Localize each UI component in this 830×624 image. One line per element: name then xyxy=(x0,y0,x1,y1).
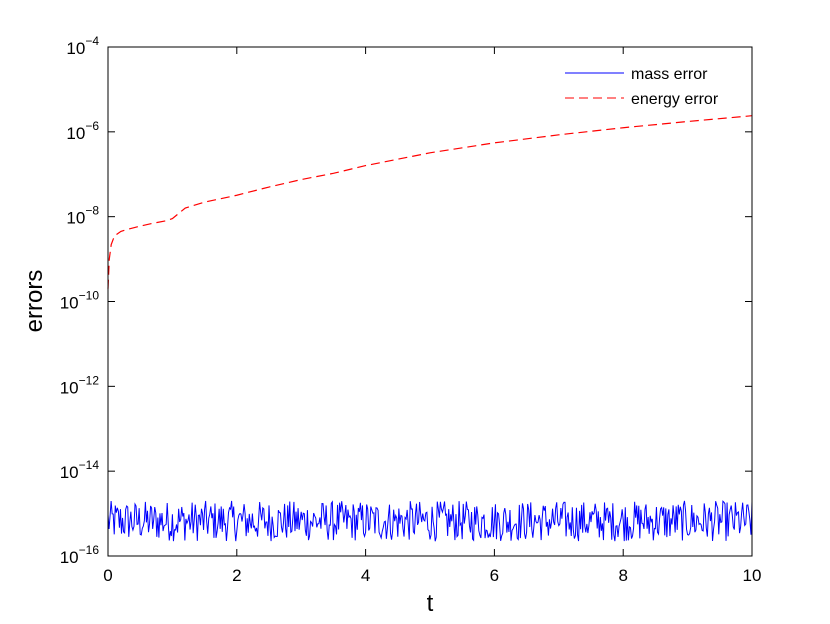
y-tick-label: 10−8 xyxy=(66,204,99,228)
x-tick-label: 10 xyxy=(743,566,762,585)
x-tick-label: 0 xyxy=(103,566,112,585)
y-tick-label: 10−16 xyxy=(60,543,100,567)
x-tick-label: 8 xyxy=(618,566,627,585)
series-line-energy-error xyxy=(107,115,753,289)
y-tick-label: 10−4 xyxy=(66,34,99,58)
legend-label-energy-error: energy error xyxy=(631,91,719,108)
x-axis-title: t xyxy=(427,590,434,617)
series-layer xyxy=(107,115,753,542)
legend-label-mass-error: mass error xyxy=(631,66,708,83)
y-tick-label: 10−12 xyxy=(60,373,100,397)
x-tick-label: 6 xyxy=(490,566,499,585)
y-tick-label: 10−14 xyxy=(60,458,100,482)
x-tick-label: 2 xyxy=(232,566,241,585)
y-axis-title: errors xyxy=(21,270,48,333)
ticks-layer: 0 2 4 6 8 10 10−16 10−14 10−12 10−10 10−8 10−6 10−4 xyxy=(60,34,762,585)
series-line-mass-error xyxy=(107,500,753,542)
y-tick-label: 10−10 xyxy=(60,289,100,313)
x-tick-label: 4 xyxy=(361,566,370,585)
legend: mass error energy error xyxy=(565,66,719,108)
y-tick-label: 10−6 xyxy=(66,119,99,143)
